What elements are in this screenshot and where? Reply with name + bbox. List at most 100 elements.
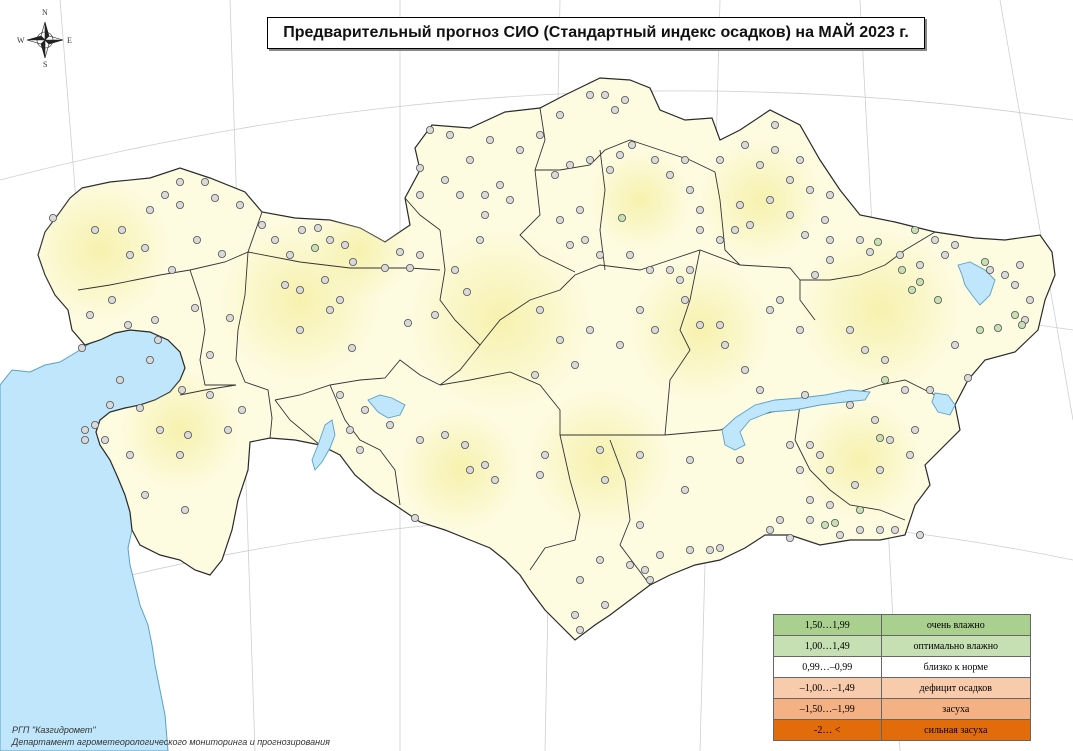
station-marker [766,195,775,204]
station-marker [81,435,90,444]
station-marker [908,285,917,294]
station-marker [951,240,960,249]
station-marker [155,425,164,434]
station-marker [475,235,484,244]
station-marker [235,200,244,209]
station-marker [177,385,186,394]
station-marker [596,556,605,565]
station-marker [1011,280,1020,289]
station-marker [586,325,595,334]
station-marker [571,611,580,620]
station-marker [771,145,780,154]
station-marker [462,287,471,296]
station-marker [106,400,115,409]
station-marker [651,155,660,164]
station-marker [425,126,434,135]
station-marker [576,205,585,214]
station-marker [465,465,474,474]
station-marker [606,165,615,174]
station-marker [981,257,990,266]
station-marker [636,450,645,459]
station-marker [931,235,940,244]
station-marker [856,505,865,514]
station-marker [415,435,424,444]
station-marker [618,213,627,222]
station-marker [876,433,885,442]
station-marker [297,225,306,234]
station-marker [403,318,412,327]
station-marker [826,500,835,509]
station-marker [571,360,580,369]
station-marker [237,405,246,414]
station-marker [167,265,176,274]
shading-spot [400,410,520,530]
station-marker [681,295,690,304]
station-marker [874,237,883,246]
station-marker [806,516,815,525]
station-marker [786,210,795,219]
station-marker [556,335,565,344]
station-marker [686,265,695,274]
legend-range: –1,50…–1,99 [773,698,882,720]
compass-east-label: E [67,36,72,45]
station-marker [796,325,805,334]
station-marker [696,225,705,234]
station-marker [485,135,494,144]
station-marker [696,205,705,214]
shading-spot [530,390,670,530]
station-marker [1011,310,1020,319]
station-marker [440,175,449,184]
station-marker [586,91,595,100]
station-marker [741,140,750,149]
station-marker [826,235,835,244]
shading-spot [310,200,410,300]
station-marker [86,310,95,319]
station-marker [881,375,890,384]
station-marker [145,355,154,364]
station-marker [876,465,885,474]
station-marker [460,440,469,449]
station-marker [116,375,125,384]
station-marker [1001,270,1010,279]
station-marker [480,210,489,219]
station-marker [806,495,815,504]
station-marker [911,225,920,234]
station-marker [951,340,960,349]
station-marker [641,566,650,575]
station-marker [786,175,795,184]
station-marker [896,250,905,259]
station-marker [736,455,745,464]
station-marker [455,190,464,199]
station-marker [223,425,232,434]
station-marker [175,200,184,209]
station-marker [410,514,419,523]
station-marker [876,526,885,535]
station-marker [994,323,1003,332]
station-marker [126,450,135,459]
legend-row: –1,00…–1,49 дефицит осадков [773,677,1032,699]
station-marker [846,325,855,334]
credit-organization: РГП "Казгидромет" [12,725,96,735]
station-marker [405,263,414,272]
station-marker [536,130,545,139]
station-marker [786,534,795,543]
station-marker [826,465,835,474]
station-marker [440,430,449,439]
station-marker [628,140,637,149]
station-marker [916,531,925,540]
station-marker [766,526,775,535]
station-marker [360,405,369,414]
station-marker [626,250,635,259]
station-marker [871,415,880,424]
station-marker [415,250,424,259]
station-marker [601,475,610,484]
station-marker [1018,320,1027,329]
station-marker [551,170,560,179]
station-marker [183,430,192,439]
compass-rose: N S E W [17,8,72,69]
station-marker [861,345,870,354]
station-marker [205,350,214,359]
station-marker [716,155,725,164]
station-marker [347,343,356,352]
legend-label: дефицит осадков [880,677,1032,699]
